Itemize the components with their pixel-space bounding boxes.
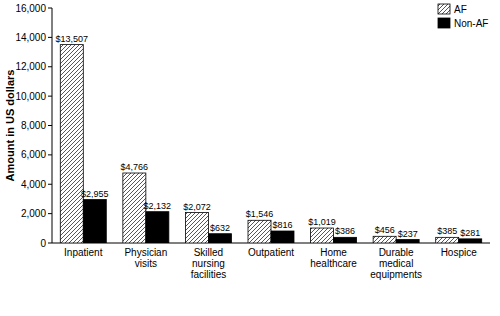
bar bbox=[311, 228, 334, 243]
data-label: $2,132 bbox=[144, 201, 172, 211]
y-tick-label: 0 bbox=[40, 238, 46, 249]
data-label: $237 bbox=[398, 229, 418, 239]
x-tick-label-line: Home bbox=[320, 247, 347, 258]
data-label: $2,072 bbox=[183, 202, 211, 212]
y-tick bbox=[48, 8, 52, 9]
x-tick-label-line: visits bbox=[135, 258, 157, 269]
y-tick bbox=[48, 213, 52, 214]
bar bbox=[373, 236, 396, 243]
x-tick-label-line: Durable bbox=[379, 247, 414, 258]
y-axis-label: Amount in US dollars bbox=[4, 70, 16, 182]
y-tick-label: 4,000 bbox=[21, 179, 46, 190]
bar bbox=[208, 234, 231, 243]
x-tick-label: Durablemedicalequipments bbox=[370, 247, 422, 280]
y-tick-label: 10,000 bbox=[15, 91, 46, 102]
y-tick-label: 6,000 bbox=[21, 149, 46, 160]
legend-label: Non-AF bbox=[454, 18, 488, 29]
y-tick-label: 2,000 bbox=[21, 208, 46, 219]
y-tick-label: 14,000 bbox=[15, 32, 46, 43]
y-tick bbox=[48, 154, 52, 155]
x-tick-label: Outpatient bbox=[248, 247, 294, 258]
bar bbox=[146, 212, 169, 243]
bar bbox=[396, 240, 419, 243]
x-tick-label-line: nursing bbox=[192, 258, 225, 269]
x-tick-label-line: medical bbox=[379, 258, 413, 269]
x-tick-label-line: Inpatient bbox=[64, 247, 103, 258]
x-tick-label-line: Skilled bbox=[194, 247, 223, 258]
bar bbox=[459, 239, 482, 243]
x-tick-label-line: Hospice bbox=[441, 247, 478, 258]
data-label: $281 bbox=[460, 228, 480, 238]
legend-label: AF bbox=[454, 4, 467, 15]
x-tick-label-line: equipments bbox=[370, 269, 422, 280]
data-label: $1,019 bbox=[308, 217, 336, 227]
legend-swatch bbox=[438, 4, 450, 14]
x-tick-label: Hospice bbox=[441, 247, 478, 258]
bar bbox=[271, 231, 294, 243]
data-label: $2,955 bbox=[81, 189, 109, 199]
data-label: $4,766 bbox=[121, 162, 149, 172]
data-label: $13,507 bbox=[56, 34, 89, 44]
data-label: $386 bbox=[335, 226, 355, 236]
x-tick-label-line: Physician bbox=[124, 247, 167, 258]
data-label: $816 bbox=[272, 220, 292, 230]
x-tick-label-line: facilities bbox=[191, 269, 227, 280]
legend: AF Non-AF bbox=[438, 4, 488, 29]
data-labels: $13,507$4,766$2,072$1,546$1,019$456$385$… bbox=[56, 34, 481, 239]
y-tick bbox=[48, 243, 52, 244]
y-tick bbox=[48, 125, 52, 126]
x-tick-label: Skillednursingfacilities bbox=[191, 247, 227, 280]
data-label: $632 bbox=[210, 223, 230, 233]
data-label: $1,546 bbox=[246, 209, 274, 219]
bar bbox=[123, 173, 146, 243]
legend-swatch bbox=[438, 18, 450, 28]
data-label: $456 bbox=[375, 225, 395, 235]
bar bbox=[248, 220, 271, 243]
bar bbox=[436, 237, 459, 243]
y-tick bbox=[48, 37, 52, 38]
bar bbox=[185, 213, 208, 243]
bars bbox=[60, 45, 481, 243]
y-tick bbox=[48, 96, 52, 97]
x-tick-label: Homehealthcare bbox=[310, 247, 357, 269]
x-tick-label-line: healthcare bbox=[310, 258, 357, 269]
x-tick-label: Physicianvisits bbox=[124, 247, 167, 269]
y-tick bbox=[48, 184, 52, 185]
y-tick-label: 8,000 bbox=[21, 120, 46, 131]
y-tick-label: 12,000 bbox=[15, 61, 46, 72]
bar bbox=[83, 200, 106, 243]
bar bbox=[60, 45, 83, 243]
y-tick-label: 16,000 bbox=[15, 3, 46, 14]
y-tick bbox=[48, 66, 52, 67]
chart: 0 2,000 4,000 6,000 8,000 10,000 12,000 14,000 1… bbox=[0, 0, 500, 316]
bar bbox=[334, 237, 357, 243]
x-tick-label: Inpatient bbox=[64, 247, 103, 258]
data-label: $385 bbox=[437, 226, 457, 236]
x-tick-label-line: Outpatient bbox=[248, 247, 294, 258]
